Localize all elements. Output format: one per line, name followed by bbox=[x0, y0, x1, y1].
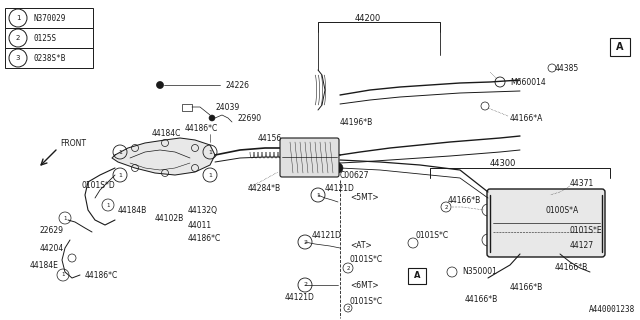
Text: 1: 1 bbox=[106, 203, 109, 207]
Text: 44166*B: 44166*B bbox=[465, 295, 499, 305]
Text: 44204: 44204 bbox=[40, 244, 64, 252]
Text: 1: 1 bbox=[118, 172, 122, 178]
Text: 2: 2 bbox=[303, 239, 307, 244]
Text: 44186*C: 44186*C bbox=[85, 270, 118, 279]
Text: 0101S*C: 0101S*C bbox=[415, 230, 448, 239]
FancyBboxPatch shape bbox=[487, 189, 605, 257]
Text: 44166*B: 44166*B bbox=[510, 284, 543, 292]
Text: 44300: 44300 bbox=[490, 158, 516, 167]
Text: 2: 2 bbox=[16, 35, 20, 41]
Text: <AT>: <AT> bbox=[350, 241, 372, 250]
Text: 44200: 44200 bbox=[355, 13, 381, 22]
Text: 44011: 44011 bbox=[188, 220, 212, 229]
Text: 44371: 44371 bbox=[570, 179, 595, 188]
Text: 2: 2 bbox=[303, 283, 307, 287]
Text: A440001238: A440001238 bbox=[589, 305, 635, 314]
Text: 1: 1 bbox=[208, 149, 212, 155]
Text: M660014: M660014 bbox=[510, 77, 546, 86]
Text: 0125S: 0125S bbox=[33, 34, 56, 43]
Text: 44186*C: 44186*C bbox=[185, 124, 218, 132]
Text: <5MT>: <5MT> bbox=[350, 193, 379, 202]
Text: FRONT: FRONT bbox=[60, 139, 86, 148]
FancyBboxPatch shape bbox=[280, 138, 339, 177]
Text: 44121D: 44121D bbox=[325, 183, 355, 193]
Text: 44166*B: 44166*B bbox=[448, 196, 481, 204]
Text: 44127: 44127 bbox=[570, 241, 594, 250]
FancyBboxPatch shape bbox=[5, 28, 93, 48]
Text: 44196*B: 44196*B bbox=[340, 117, 373, 126]
Text: 44186*C: 44186*C bbox=[188, 234, 221, 243]
Polygon shape bbox=[112, 138, 215, 175]
Text: 44156: 44156 bbox=[258, 133, 282, 142]
Text: 22629: 22629 bbox=[40, 226, 64, 235]
Text: 44166*A: 44166*A bbox=[510, 114, 543, 123]
Text: 24226: 24226 bbox=[225, 81, 249, 90]
Text: 44184E: 44184E bbox=[30, 260, 59, 269]
Text: 0101S*C: 0101S*C bbox=[350, 298, 383, 307]
Text: 1: 1 bbox=[61, 273, 65, 277]
Text: A: A bbox=[413, 271, 420, 281]
FancyBboxPatch shape bbox=[5, 48, 93, 68]
Circle shape bbox=[157, 82, 163, 89]
Text: N350001: N350001 bbox=[462, 268, 497, 276]
Text: 0101S*E: 0101S*E bbox=[570, 226, 603, 235]
Text: 0101S*C: 0101S*C bbox=[350, 255, 383, 265]
Text: 22690: 22690 bbox=[238, 114, 262, 123]
Text: 44132Q: 44132Q bbox=[188, 205, 218, 214]
Text: <6MT>: <6MT> bbox=[350, 281, 379, 290]
Text: C00627: C00627 bbox=[340, 171, 369, 180]
Text: 44385: 44385 bbox=[555, 63, 579, 73]
Text: 0238S*B: 0238S*B bbox=[33, 53, 65, 62]
FancyBboxPatch shape bbox=[5, 8, 93, 28]
FancyBboxPatch shape bbox=[408, 268, 426, 284]
Text: 44184C: 44184C bbox=[152, 129, 181, 138]
Text: 44121D: 44121D bbox=[285, 293, 315, 302]
Text: 2: 2 bbox=[346, 306, 349, 310]
Text: 44184B: 44184B bbox=[118, 205, 147, 214]
Circle shape bbox=[209, 115, 215, 121]
Text: 44166*B: 44166*B bbox=[555, 263, 588, 273]
Text: 1: 1 bbox=[63, 215, 67, 220]
Text: 1: 1 bbox=[316, 193, 320, 197]
FancyBboxPatch shape bbox=[610, 38, 630, 56]
Text: 1: 1 bbox=[208, 172, 212, 178]
Text: 0100S*A: 0100S*A bbox=[545, 205, 579, 214]
Text: 44102B: 44102B bbox=[155, 213, 184, 222]
FancyBboxPatch shape bbox=[182, 104, 192, 111]
Text: 24039: 24039 bbox=[215, 102, 239, 111]
Text: 0101S*D: 0101S*D bbox=[82, 180, 116, 189]
Text: 2: 2 bbox=[444, 204, 448, 210]
Text: 1: 1 bbox=[16, 15, 20, 21]
Text: 44121D: 44121D bbox=[312, 230, 342, 239]
Text: 3: 3 bbox=[16, 55, 20, 61]
Text: N370029: N370029 bbox=[33, 13, 65, 22]
Circle shape bbox=[333, 163, 343, 173]
Text: 2: 2 bbox=[346, 266, 349, 270]
Text: 1: 1 bbox=[118, 149, 122, 155]
Text: A: A bbox=[616, 42, 624, 52]
Text: 44284*B: 44284*B bbox=[248, 183, 281, 193]
